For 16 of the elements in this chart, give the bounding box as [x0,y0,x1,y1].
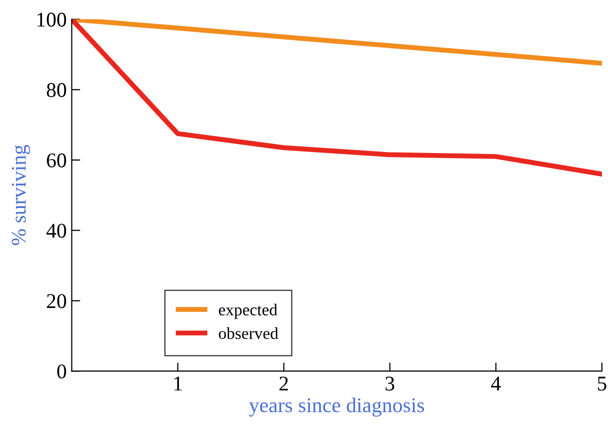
line-series [72,19,602,177]
x-axis-title: years since diagnosis [249,398,424,417]
y-tick-label: 20 [46,294,66,308]
x-tick-label: 3 [386,376,394,391]
y-tick-label: 80 [46,83,66,98]
x-tick-label: 4 [491,376,501,390]
y-tick-label: 60 [46,153,66,168]
y-tick-label: 40 [46,224,66,238]
legend-label: expected [218,304,278,319]
x-tick-label: 5 [598,376,606,391]
y-tick-label: 100 [37,12,66,27]
legend-label: observed [218,327,278,339]
y-tick-label: 0 [57,364,66,379]
x-tick-label: 2 [280,376,288,390]
x-tick-label: 1 [174,376,182,390]
y-axis-title: % surviving [12,144,30,246]
